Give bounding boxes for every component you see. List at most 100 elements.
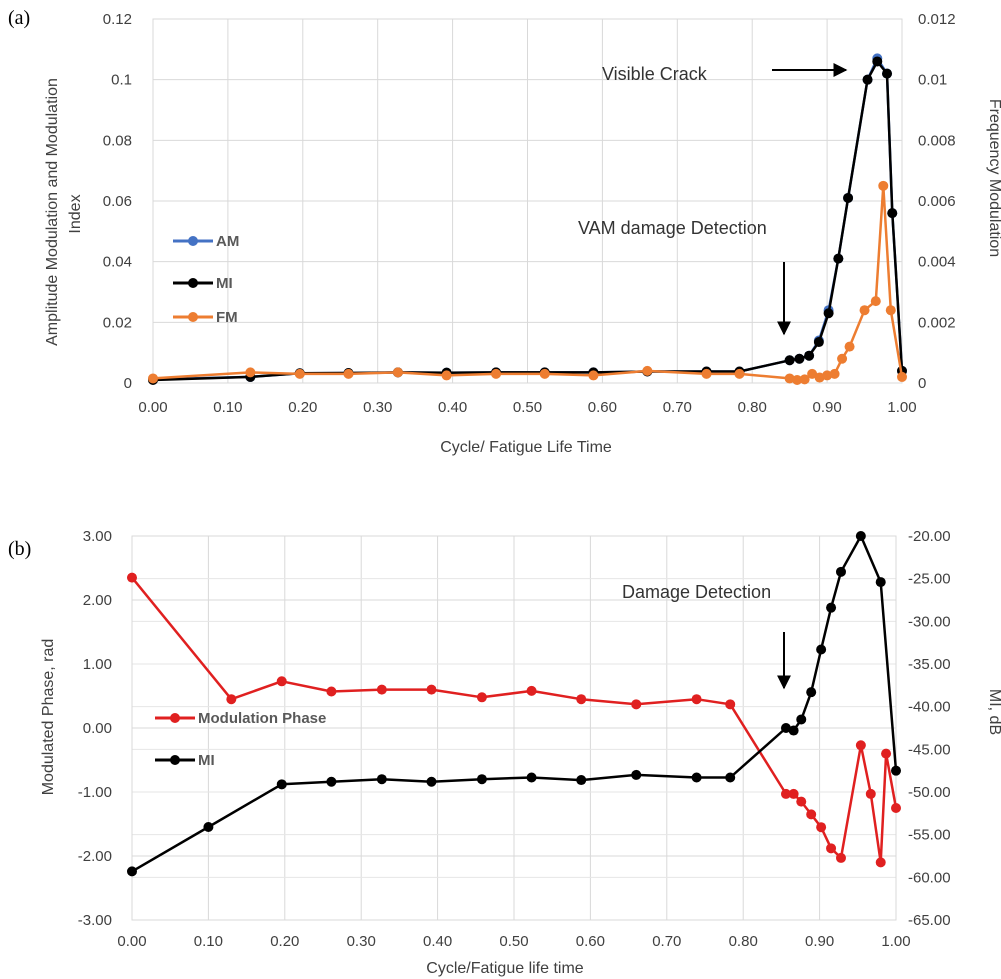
panel-b-y2-tick-label: -30.00 (908, 613, 951, 630)
legend-mi-label: MI (216, 275, 233, 292)
panel-a-series-fm-point (784, 373, 795, 384)
panel-b-series-mi-point (835, 566, 846, 577)
panel-a-series-fm-point (343, 368, 354, 379)
panel-b-series-mi-point (127, 866, 137, 877)
panel-a-y-tick-label: 0.08 (103, 132, 132, 149)
panel-a-y-tick-label: 0.12 (103, 11, 132, 28)
panel-b-series-mi-point (816, 644, 827, 655)
panel-b-y2-tick-label: -50.00 (908, 784, 951, 801)
panel-b-y2-tick-label: -45.00 (908, 741, 951, 758)
panel-a-y2-tick-label: 0.008 (918, 132, 956, 149)
legend-phase-marker (170, 713, 180, 723)
panel-a-y-tick-label: 0.1 (111, 72, 132, 89)
legend-phase-label: Modulation Phase (198, 710, 326, 727)
panel-a-series-mi-point (813, 337, 824, 348)
panel-a-y-tick-label: 0 (124, 375, 132, 392)
panel-a-series-fm-point (392, 367, 403, 378)
panel-b: (b) 0.00 0.10 0.20 0.30 0.40 0.50 0.60 0.70 0.80… (8, 528, 1001, 977)
panel-a-label: (a) (8, 7, 30, 29)
panel-b-series-modulation-phase-point (326, 686, 337, 697)
panel-a-series-fm-point (588, 370, 599, 381)
panel-a-y2-tick-label: 0.01 (918, 72, 947, 89)
panel-b-y-axis-title: Modulated Phase, rad (40, 639, 57, 796)
panel-a-series-mi-point (882, 68, 893, 79)
panel-b-label: (b) (8, 538, 31, 560)
panel-b-series-modulation-phase-point (426, 684, 437, 695)
panel-b-plot-border (131, 535, 897, 921)
panel-a-series (148, 53, 907, 385)
panel-b-series-modulation-phase-point (226, 694, 237, 705)
panel-b-series-mi-point (426, 776, 437, 787)
panel-b-series-modulation-phase-point (526, 685, 537, 696)
panel-a-y-axis-title-line1: Amplitude Modulation and Modulation (44, 78, 61, 346)
panel-b-y-tick-label: 3.00 (83, 528, 112, 545)
panel-a-series-mi-point (843, 192, 854, 203)
panel-a-series-fm-point (859, 305, 870, 316)
panel-a-x-tick-label: 0.20 (288, 399, 317, 416)
panel-b-series-modulation-phase-point (816, 822, 827, 833)
legend-mi-db-marker (170, 755, 180, 765)
panel-b-series-modulation-phase-point (376, 684, 387, 695)
panel-a-series-fm-point (701, 368, 712, 379)
panel-b-series-mi-point (203, 821, 214, 832)
panel-a-x-tick-label: 0.90 (812, 399, 841, 416)
panel-b-series-modulation-phase-point (796, 796, 807, 807)
panel-b-series-mi-point (376, 774, 387, 785)
panel-b-x-tick-label: 1.00 (881, 933, 910, 950)
panel-a-y-tick-label: 0.06 (103, 193, 132, 210)
panel-b-series-modulation-phase-point (780, 788, 791, 799)
panel-b-y-tick-label: -2.00 (78, 848, 112, 865)
panel-b-y-tick-label: 1.00 (83, 656, 112, 673)
panel-a-y-tick-label: 0.02 (103, 314, 132, 331)
panel-a-x-tick-label: 0.40 (438, 399, 467, 416)
panel-b-series-mi-point (631, 769, 642, 780)
panel-a-series-fm-point (814, 372, 825, 383)
panel-b-series-mi-point (875, 577, 886, 588)
panel-b-x-tick-label: 0.40 (423, 933, 452, 950)
panel-a-x-tick-label: 0.70 (663, 399, 692, 416)
panel-b-x-tick-label: 0.00 (117, 933, 146, 950)
panel-b-series-mi-point (780, 723, 791, 733)
panel-b-series-modulation-phase-point (891, 803, 901, 813)
legend-mi-db-label: MI (198, 752, 215, 769)
panel-a-y2-tick-label: 0.004 (918, 254, 956, 271)
panel-a-x-tick-label: 1.00 (887, 399, 916, 416)
panel-a-series-fm-point (642, 365, 653, 376)
panel-b-series-modulation-phase-point (835, 852, 846, 863)
panel-a-series-mi-point (804, 350, 815, 361)
panel-b-x-axis-title: Cycle/Fatigue life time (426, 960, 583, 977)
panel-b-legend: Modulation Phase MI (155, 710, 326, 769)
panel-b-series-mi-point (725, 772, 736, 783)
panel-a-grid (152, 18, 903, 384)
panel-a-series-fm-point (822, 370, 833, 381)
legend-mi-marker (188, 278, 198, 288)
panel-b-x-tick-label: 0.30 (347, 933, 376, 950)
panel-b-y-tick-label: -1.00 (78, 784, 112, 801)
panel-a-series-fm-point (885, 305, 896, 316)
panel-b-series-modulation-phase-line (131, 576, 898, 864)
panel-b-series-mi-line (131, 534, 898, 873)
panel-b-x-tick-label: 0.70 (652, 933, 681, 950)
panel-a-y2-tick-label: 0 (918, 375, 926, 392)
panel-b-series-modulation-phase-point (127, 572, 137, 583)
panel-a-y-axis-title-line2: Index (67, 194, 84, 233)
panel-a-series-fm-point (539, 368, 550, 379)
panel-b-series-modulation-phase-point (881, 748, 892, 759)
panel-a-series-fm-point (245, 367, 256, 378)
panel-b-series-modulation-phase-point (725, 699, 736, 710)
panel-b-y2-tick-label: -55.00 (908, 827, 951, 844)
panel-a-series-fm-point (897, 371, 907, 382)
panel-a-x-tick-label: 0.80 (738, 399, 767, 416)
panel-b-y2-tick-label: -20.00 (908, 528, 951, 545)
panel-b-series-modulation-phase-point (855, 740, 866, 751)
panel-a-legend: AM MI FM (173, 233, 239, 326)
panel-a-series-fm-point (878, 180, 889, 191)
panel-b-x-tick-label: 0.50 (499, 933, 528, 950)
panel-b-series-modulation-phase-point (631, 699, 642, 710)
panel-b-x-tick-label: 0.20 (270, 933, 299, 950)
panel-b-series-modulation-phase-point (875, 857, 886, 868)
panel-b-series-modulation-phase-point (276, 676, 287, 687)
panel-a-x-tick-label: 0.10 (213, 399, 242, 416)
panel-a-series-fm-point (491, 368, 502, 379)
panel-a-series-mi-point (887, 208, 898, 219)
